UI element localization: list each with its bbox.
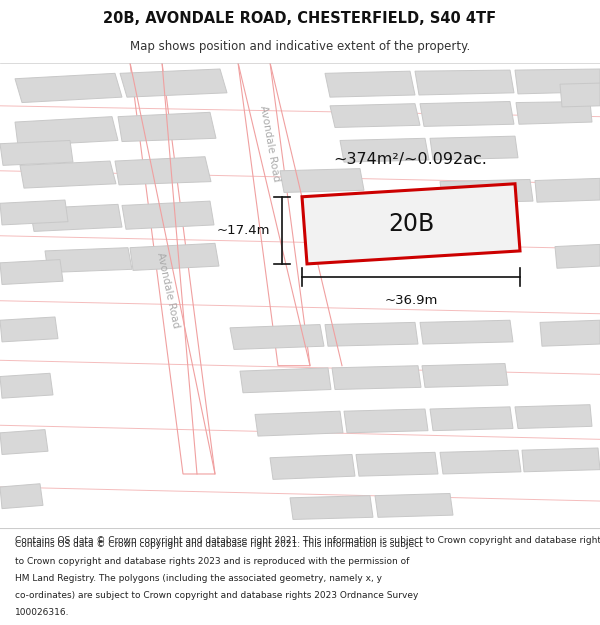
Text: Avondale Road: Avondale Road [259,105,281,182]
Polygon shape [238,62,310,366]
Polygon shape [430,136,518,160]
Text: HM Land Registry. The polygons (including the associated geometry, namely x, y: HM Land Registry. The polygons (includin… [15,574,382,582]
Polygon shape [15,73,122,102]
Polygon shape [515,69,600,94]
Polygon shape [340,138,429,162]
Polygon shape [280,169,364,192]
Polygon shape [555,244,600,268]
Text: ~374m²/~0.092ac.: ~374m²/~0.092ac. [333,152,487,168]
Polygon shape [535,178,600,202]
Polygon shape [20,161,116,188]
Text: Contains OS data © Crown copyright and database right 2021. This information is : Contains OS data © Crown copyright and d… [15,536,600,545]
Polygon shape [344,409,428,433]
Polygon shape [45,248,132,272]
Text: 20B, AVONDALE ROAD, CHESTERFIELD, S40 4TF: 20B, AVONDALE ROAD, CHESTERFIELD, S40 4T… [103,11,497,26]
Polygon shape [120,69,227,97]
Polygon shape [290,496,373,519]
Polygon shape [0,259,63,284]
Polygon shape [130,243,219,271]
Text: Contains OS data © Crown copyright and database right 2021. This information is : Contains OS data © Crown copyright and d… [15,540,423,549]
Polygon shape [255,411,343,436]
Polygon shape [230,324,324,349]
Polygon shape [522,448,600,472]
Text: 100026316.: 100026316. [15,608,70,616]
Polygon shape [0,200,68,225]
Polygon shape [0,373,53,398]
Polygon shape [122,201,214,229]
Polygon shape [0,317,58,342]
Polygon shape [0,429,48,454]
Text: Avondale Road: Avondale Road [155,251,181,329]
Polygon shape [325,322,418,346]
Polygon shape [0,141,73,166]
Polygon shape [420,320,513,344]
Polygon shape [270,454,355,479]
Polygon shape [118,112,216,141]
Polygon shape [415,70,514,95]
Polygon shape [356,452,438,476]
Polygon shape [440,450,521,474]
Polygon shape [240,368,331,392]
Text: ~17.4m: ~17.4m [217,224,270,237]
Text: Map shows position and indicative extent of the property.: Map shows position and indicative extent… [130,41,470,53]
Text: co-ordinates) are subject to Crown copyright and database rights 2023 Ordnance S: co-ordinates) are subject to Crown copyr… [15,591,418,599]
Polygon shape [0,484,43,509]
Text: ~36.9m: ~36.9m [385,294,437,308]
Polygon shape [430,407,513,431]
Polygon shape [15,117,118,146]
Polygon shape [30,204,122,231]
Polygon shape [375,494,453,518]
Text: to Crown copyright and database rights 2023 and is reproduced with the permissio: to Crown copyright and database rights 2… [15,557,409,566]
Text: 20B: 20B [388,212,434,236]
Polygon shape [302,184,520,264]
Polygon shape [325,71,415,97]
Polygon shape [422,364,508,388]
Polygon shape [332,366,421,389]
Polygon shape [540,320,600,346]
Polygon shape [440,179,533,203]
Polygon shape [516,101,592,124]
Polygon shape [130,62,215,474]
Polygon shape [115,157,211,185]
Polygon shape [420,101,514,126]
Polygon shape [330,104,420,127]
Polygon shape [515,404,592,429]
Polygon shape [560,83,600,107]
